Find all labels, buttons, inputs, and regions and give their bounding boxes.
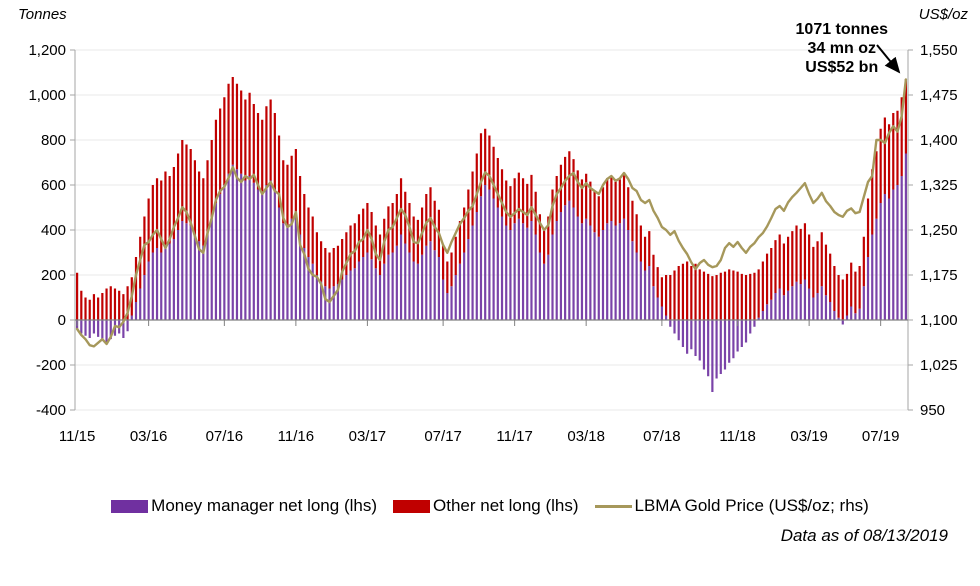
svg-text:1,100: 1,100 bbox=[920, 312, 958, 329]
svg-text:1,550: 1,550 bbox=[920, 42, 958, 59]
svg-text:07/16: 07/16 bbox=[206, 428, 244, 445]
gold-positioning-chart: Tonnes US$/oz 1,200 1,000 800 600 400 200 0 -20… bbox=[18, 6, 968, 445]
data-as-of-note: Data as of 08/13/2019 bbox=[780, 526, 948, 545]
peak-annotation: 1071 tonnes 34 mn oz US$52 bn bbox=[796, 20, 888, 77]
gridlines bbox=[75, 49, 908, 411]
svg-text:800: 800 bbox=[41, 132, 66, 149]
legend-label-money-manager: Money manager net long (lhs) bbox=[151, 496, 377, 515]
chart-canvas: 1,200 1,000 800 600 400 200 0 -200 -400 1,550 1,47… bbox=[28, 42, 957, 445]
svg-text:03/19: 03/19 bbox=[790, 428, 828, 445]
svg-text:200: 200 bbox=[41, 267, 66, 284]
annotation-line-2: 34 mn oz bbox=[807, 40, 876, 57]
svg-text:03/18: 03/18 bbox=[567, 428, 605, 445]
svg-text:1,000: 1,000 bbox=[28, 87, 66, 104]
annotation-line-3: US$52 bn bbox=[805, 59, 879, 76]
svg-text:07/17: 07/17 bbox=[424, 428, 462, 445]
svg-text:07/19: 07/19 bbox=[862, 428, 900, 445]
other-net-long-swatch bbox=[393, 499, 430, 513]
svg-text:1,025: 1,025 bbox=[920, 357, 958, 374]
gold-price-line bbox=[75, 78, 908, 348]
legend-item-gold-price: LBMA Gold Price (US$/oz; rhs) bbox=[594, 496, 869, 516]
svg-text:600: 600 bbox=[41, 177, 66, 194]
bars-money-manager bbox=[76, 153, 907, 392]
annotation-arrow bbox=[876, 44, 901, 74]
bars-other-net-long bbox=[76, 77, 907, 320]
svg-text:07/18: 07/18 bbox=[643, 428, 681, 445]
svg-text:400: 400 bbox=[41, 222, 66, 239]
svg-text:03/17: 03/17 bbox=[349, 428, 387, 445]
svg-text:1,400: 1,400 bbox=[920, 132, 958, 149]
legend: Money manager net long (lhs) Other net l… bbox=[0, 496, 980, 516]
svg-text:11/16: 11/16 bbox=[278, 428, 314, 445]
svg-text:0: 0 bbox=[58, 312, 66, 329]
x-axis-labels: 11/15 03/16 07/16 11/16 03/17 07/17 11/17 03/18… bbox=[59, 428, 900, 445]
svg-text:1,325: 1,325 bbox=[920, 177, 958, 194]
svg-text:11/17: 11/17 bbox=[496, 428, 532, 445]
svg-text:11/18: 11/18 bbox=[719, 428, 755, 445]
left-axis-title: Tonnes bbox=[18, 6, 67, 23]
legend-item-other: Other net long (lhs) bbox=[393, 496, 579, 516]
axis-tick-labels: 1,200 1,000 800 600 400 200 0 -200 -400 1,550 1,47… bbox=[28, 42, 957, 419]
x-axis bbox=[75, 319, 908, 326]
svg-text:11/15: 11/15 bbox=[59, 428, 95, 445]
legend-label-gold-price: LBMA Gold Price (US$/oz; rhs) bbox=[634, 496, 869, 515]
svg-text:-400: -400 bbox=[36, 402, 66, 419]
axes bbox=[70, 49, 913, 411]
svg-text:1,175: 1,175 bbox=[920, 267, 958, 284]
svg-text:950: 950 bbox=[920, 402, 945, 419]
money-manager-swatch bbox=[111, 499, 149, 513]
svg-text:1,475: 1,475 bbox=[920, 87, 958, 104]
svg-text:-200: -200 bbox=[36, 357, 66, 374]
svg-text:03/16: 03/16 bbox=[130, 428, 168, 445]
right-axis-title: US$/oz bbox=[918, 6, 968, 23]
legend-item-money-manager: Money manager net long (lhs) bbox=[111, 496, 377, 516]
svg-text:1,250: 1,250 bbox=[920, 222, 958, 239]
annotation-line-1: 1071 tonnes bbox=[795, 21, 888, 38]
svg-text:1,200: 1,200 bbox=[28, 42, 66, 59]
gold-price-line-swatch bbox=[594, 504, 632, 508]
legend-label-other: Other net long (lhs) bbox=[433, 496, 579, 515]
